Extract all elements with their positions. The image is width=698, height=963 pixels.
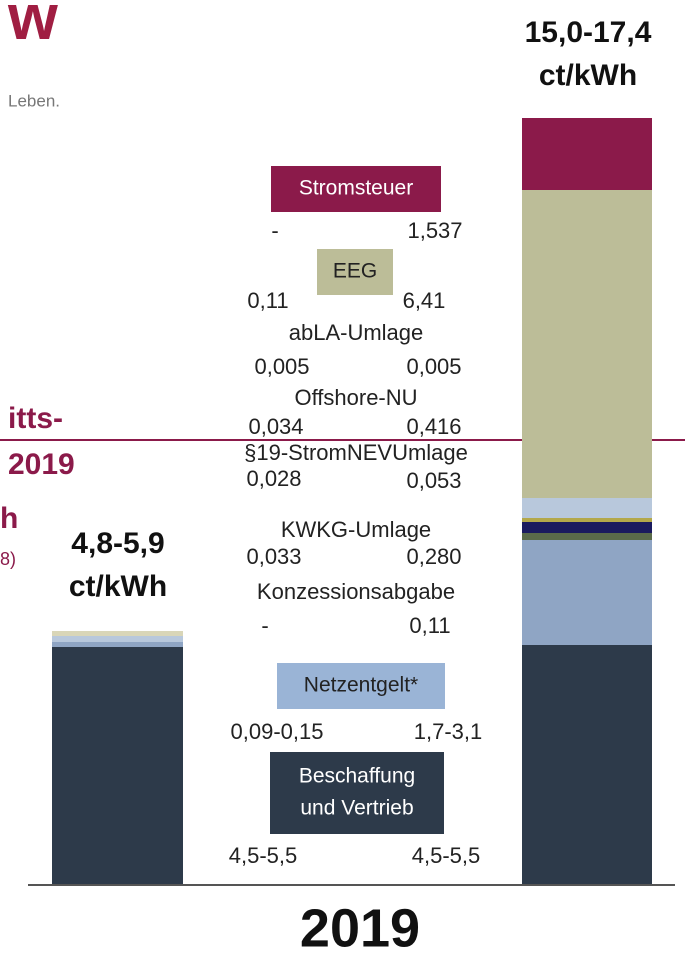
logo-mark: w <box>7 0 58 53</box>
right-value: 0,11 <box>409 613 450 638</box>
segment <box>522 645 652 885</box>
total-unit: ct/kWh <box>69 570 167 603</box>
right-value: 4,5-5,5 <box>412 843 481 868</box>
left-value: - <box>261 613 268 638</box>
legend-box <box>317 249 393 295</box>
fragment: 2019 <box>8 448 75 481</box>
left-value: 0,033 <box>246 544 301 569</box>
segment <box>522 540 652 645</box>
fragment: h <box>0 502 18 535</box>
segment <box>522 118 652 190</box>
year: 2019 <box>300 898 420 958</box>
component-name: KWKG-Umlage <box>281 517 431 542</box>
segment <box>52 647 183 885</box>
right-value: 6,41 <box>403 288 446 313</box>
left-bar <box>52 631 183 885</box>
segment <box>52 636 183 642</box>
right-value: 0,416 <box>406 414 461 439</box>
component-name: und Vertrieb <box>300 797 413 820</box>
legend-box <box>277 663 445 709</box>
right-value: 0,280 <box>406 544 461 569</box>
left-value: 0,11 <box>247 288 288 313</box>
right-value: 1,7-3,1 <box>414 719 483 744</box>
component-name: Konzessionsabgabe <box>257 579 455 604</box>
left-value: 4,5-5,5 <box>229 843 298 868</box>
fragment: itts- <box>8 402 63 435</box>
total: 4,8-5,9 <box>71 527 164 560</box>
segment <box>522 518 652 522</box>
legend-box <box>271 166 441 212</box>
component-name: Offshore-NU <box>294 385 417 410</box>
fragment: 8) <box>0 549 16 569</box>
right-bar <box>522 118 652 885</box>
component-name: §19-StromNEVUmlage <box>244 440 468 465</box>
segment <box>52 642 183 647</box>
segment <box>52 631 183 636</box>
segment <box>522 498 652 518</box>
segment <box>522 522 652 533</box>
legend-box <box>270 752 444 834</box>
component-name: abLA-Umlage <box>289 320 424 345</box>
segment <box>522 533 652 540</box>
right-value: 1,537 <box>407 218 462 243</box>
component-name: Stromsteuer <box>299 177 413 200</box>
segment <box>522 190 652 498</box>
total: 15,0-17,4 <box>525 16 652 49</box>
left-value: 0,005 <box>254 354 309 379</box>
left-value: 0,028 <box>246 466 301 491</box>
right-value: 0,053 <box>406 468 461 493</box>
component-name: Beschaffung <box>299 765 415 788</box>
left-value: 0,034 <box>248 414 303 439</box>
right-value: 0,005 <box>406 354 461 379</box>
left-value: - <box>271 218 278 243</box>
logo-tagline: Leben. <box>8 91 60 110</box>
total-unit: ct/kWh <box>539 59 637 92</box>
left-value: 0,09-0,15 <box>231 719 324 744</box>
component-name: EEG <box>333 260 377 283</box>
component-name: Netzentgelt* <box>304 674 418 697</box>
